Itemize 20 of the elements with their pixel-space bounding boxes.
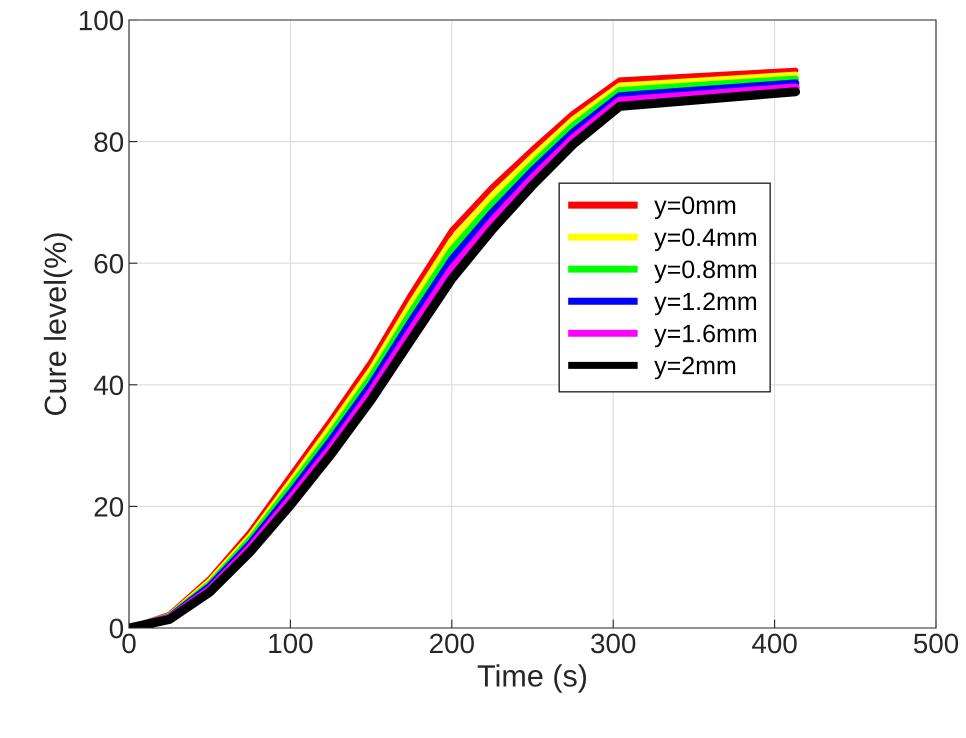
legend-label: y=2mm	[654, 356, 736, 380]
legend-label: y=0.8mm	[654, 260, 756, 284]
legend-label: y=1.2mm	[654, 292, 756, 316]
x-tick-label: 300	[591, 634, 636, 654]
y-tick-label: 0	[110, 618, 124, 638]
legend-label: y=1.6mm	[654, 324, 756, 348]
y-tick-label: 80	[94, 132, 124, 152]
y-tick-label: 40	[94, 375, 124, 396]
y-axis-title: Cure level(%)	[44, 233, 72, 415]
y-tick-label: 20	[94, 497, 124, 517]
x-tick-label: 0	[122, 634, 136, 654]
y-tick-label: 100	[80, 10, 124, 30]
legend-label: y=0mm	[654, 196, 736, 220]
x-tick-label: 200	[430, 634, 474, 654]
y-tick-label: 60	[94, 254, 124, 274]
x-tick-label: 100	[269, 634, 312, 654]
x-tick-label: 400	[752, 634, 797, 654]
x-tick-label: 500	[914, 634, 958, 654]
x-axis-title: Time (s)	[478, 664, 586, 693]
legend-label: y=0.4mm	[654, 228, 756, 252]
